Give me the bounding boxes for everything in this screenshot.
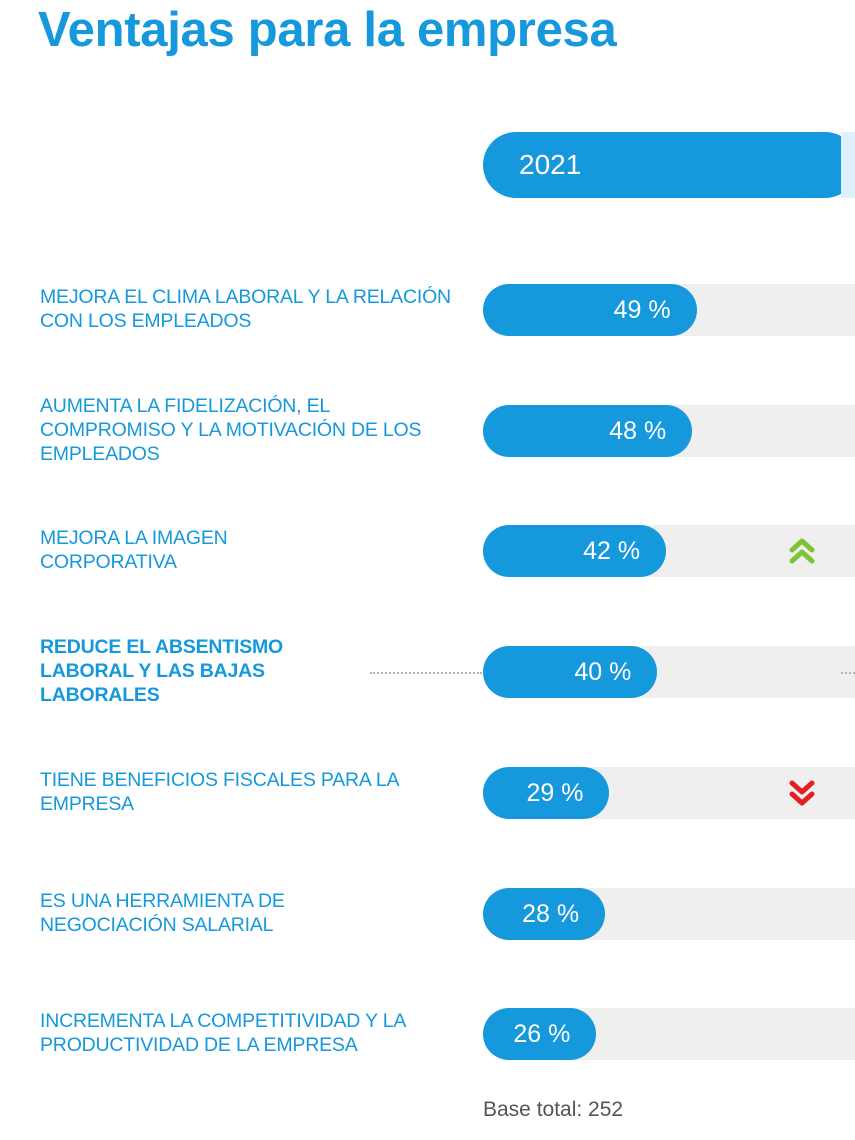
bar-track: 26 % xyxy=(483,1008,855,1061)
bar: 29 % xyxy=(483,766,610,819)
double-chevron-down-icon xyxy=(789,779,815,807)
bar: 48 % xyxy=(483,404,693,457)
data-label: 40 % xyxy=(574,658,632,687)
category-label: TIENE BENEFICIOS FISCALES PARA LA EMPRES… xyxy=(40,768,399,815)
category-label: ES UNA HERRAMIENTA DE NEGOCIACIÓN SALARI… xyxy=(40,889,285,936)
data-label: 49 % xyxy=(613,296,671,324)
bar-track: 40 % xyxy=(483,646,855,699)
bar-track: 42 % xyxy=(483,525,855,578)
year-pill-peek xyxy=(841,132,855,198)
data-label: 26 % xyxy=(513,1020,571,1049)
category-label: MEJORA LA IMAGEN CORPORATIVA xyxy=(40,527,228,574)
data-label: 48 % xyxy=(609,416,667,445)
series-name-label: 2021 xyxy=(519,149,582,180)
category-label: REDUCE EL ABSENTISMO LABORAL Y LAS BAJAS… xyxy=(40,636,284,707)
bar: 49 % xyxy=(483,284,697,336)
category-label: MEJORA EL CLIMA LABORAL Y LA RELACIÓN CO… xyxy=(40,286,451,332)
bar: 42 % xyxy=(483,525,667,578)
bar: 28 % xyxy=(483,887,606,940)
highlight-connector-right xyxy=(841,672,855,675)
bar-track: 29 % xyxy=(483,766,855,819)
bar-track: 49 % xyxy=(483,284,855,336)
data-label: 28 % xyxy=(522,899,580,928)
bar-track: 48 % xyxy=(483,404,855,457)
data-label: 42 % xyxy=(583,537,641,566)
category-label: INCREMENTA LA COMPETITIVIDAD Y LA PRODUC… xyxy=(40,1010,406,1057)
page-title: Ventajas para la empresa xyxy=(38,3,617,57)
data-label: 29 % xyxy=(526,778,584,807)
category-label: AUMENTA LA FIDELIZACIÓN, EL COMPROMISO Y… xyxy=(40,394,422,465)
bar-track: 28 % xyxy=(483,887,855,940)
highlight-connector-left xyxy=(370,672,482,675)
series-year-header: 2021 xyxy=(483,132,855,198)
bar: 40 % xyxy=(483,646,658,699)
bar: 26 % xyxy=(483,1008,597,1061)
double-chevron-up-icon xyxy=(789,537,815,565)
base-total-note: Base total: 252 xyxy=(483,1098,624,1121)
